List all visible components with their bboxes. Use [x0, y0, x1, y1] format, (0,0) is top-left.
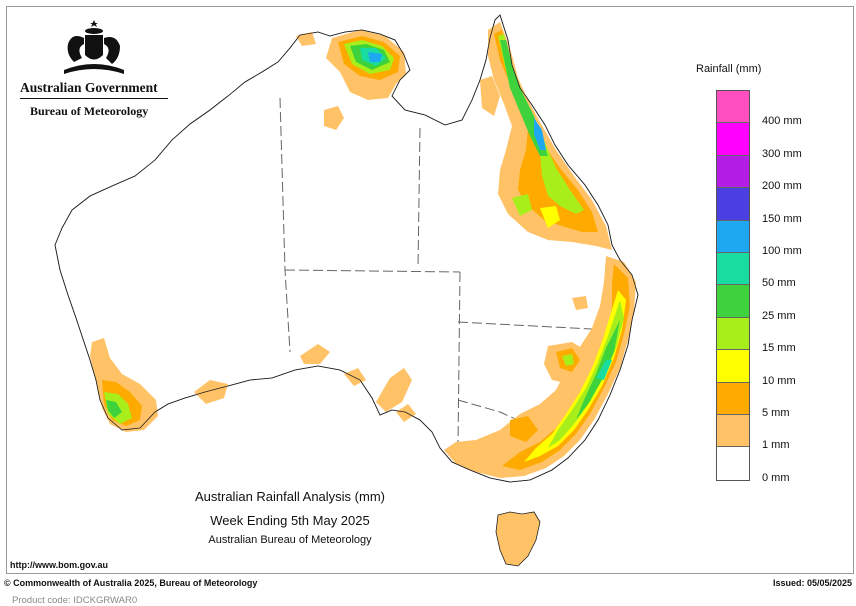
rain-south [194, 344, 416, 422]
legend-swatch [717, 91, 749, 124]
legend-swatch [717, 252, 749, 286]
legend-label: 25 mm [762, 309, 796, 322]
legend-label: 400 mm [762, 115, 802, 128]
copyright-notice: © Commonwealth of Australia 2025, Bureau… [4, 578, 258, 588]
rain-east-coast [444, 256, 636, 478]
coat-of-arms-logo [64, 20, 124, 74]
border-sa-qld-nsw [457, 271, 461, 446]
legend-swatch [717, 123, 749, 156]
legend-label: 200 mm [762, 180, 802, 193]
border-nt-qld [417, 127, 421, 269]
legend-label: 100 mm [762, 245, 802, 257]
rain-top-end [296, 30, 406, 130]
map-title: Australian Rainfall Analysis (mm) [194, 489, 385, 504]
legend-swatch [717, 350, 749, 383]
government-title: Australian Government [20, 80, 168, 99]
legend-swatch [717, 447, 749, 480]
map-subtitle: Week Ending 5th May 2025 [210, 513, 370, 528]
legend-label: 10 mm [762, 374, 796, 387]
rain-southwest-wa [90, 338, 158, 432]
legend-swatch [717, 220, 749, 253]
legend-swatch [717, 188, 749, 221]
legend-label: 0 mm [762, 471, 790, 484]
legend-swatch [717, 285, 749, 318]
legend-label: 300 mm [762, 147, 802, 160]
legend-swatch [717, 414, 749, 448]
legend-colorbar [716, 90, 750, 481]
legend-label: 15 mm [762, 342, 796, 355]
coastline [54, 14, 639, 483]
legend-swatch [717, 382, 749, 415]
border-qld-nsw [457, 321, 611, 331]
issued-date: Issued: 05/05/2025 [772, 578, 852, 588]
product-code: Product code: IDCKGRWAR0 [12, 595, 138, 606]
legend-label: 1 mm [762, 439, 790, 452]
legend-label: 5 mm [762, 407, 790, 419]
agency-title: Bureau of Meteorology [30, 104, 149, 118]
source-url: http://www.bom.gov.au [10, 560, 108, 570]
legend-title: Rainfall (mm) [696, 63, 762, 75]
legend-swatch [717, 155, 749, 189]
legend-label: 150 mm [762, 212, 802, 225]
tasmania-outline [495, 511, 541, 567]
legend-swatch [717, 317, 749, 351]
legend-label: 50 mm [762, 277, 796, 290]
rain-queensland [480, 22, 612, 250]
border-nt-sa [284, 269, 461, 273]
map-credit: Australian Bureau of Meteorology [208, 534, 372, 546]
